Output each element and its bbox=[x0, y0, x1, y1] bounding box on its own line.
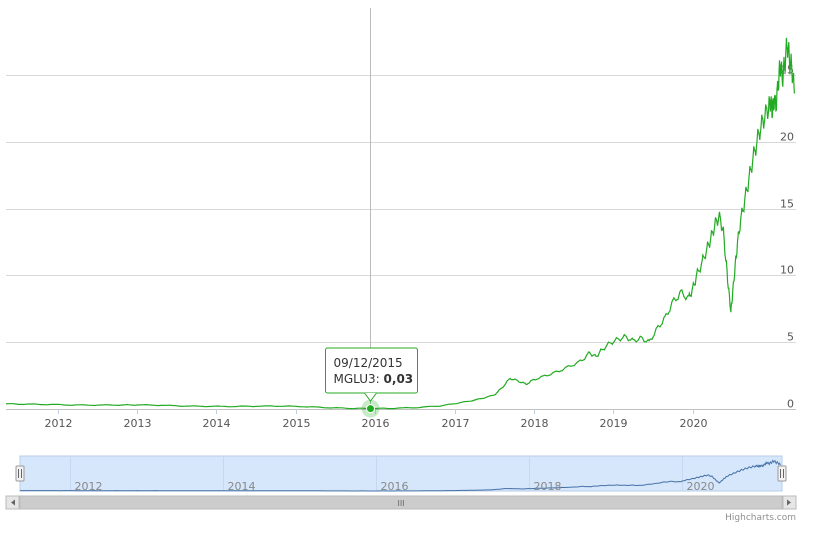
grid bbox=[6, 75, 796, 410]
navigator-tick-label: 2018 bbox=[534, 480, 562, 493]
tooltip-box bbox=[325, 347, 418, 394]
tooltip-pointer bbox=[364, 392, 377, 402]
tooltip-series-line: MGLU3: 0,03 bbox=[334, 372, 414, 386]
scrollbar-right-arrow-button[interactable] bbox=[782, 495, 797, 510]
x-tick-label: 2018 bbox=[521, 417, 549, 430]
navigator-right-handle[interactable] bbox=[777, 465, 787, 482]
scrollbar-grip[interactable]: III bbox=[397, 499, 404, 508]
hover-point-marker[interactable] bbox=[366, 404, 375, 414]
scrollbar-left-arrow-button[interactable] bbox=[5, 495, 20, 510]
y-tick-label: 15 bbox=[780, 198, 794, 211]
navigator-tick-label: 2020 bbox=[687, 480, 715, 493]
x-axis-labels: 2012 2013 2014 2015 2016 2017 2018 2019 2020 bbox=[45, 409, 708, 430]
x-tick-label: 2016 bbox=[362, 417, 390, 430]
chevron-left-icon bbox=[11, 499, 15, 506]
x-tick-label: 2014 bbox=[203, 417, 231, 430]
x-tick-label: 2017 bbox=[442, 417, 470, 430]
x-tick-label: 2013 bbox=[124, 417, 152, 430]
x-tick-label: 2012 bbox=[45, 417, 73, 430]
navigator[interactable]: 2012 2014 2016 2018 2020 bbox=[15, 455, 787, 493]
x-tick-label: 2020 bbox=[680, 417, 708, 430]
x-tick-label: 2015 bbox=[283, 417, 311, 430]
tooltip-value: 0,03 bbox=[384, 372, 414, 386]
credits-link[interactable]: Highcharts.com bbox=[725, 513, 796, 523]
y-tick-label: 5 bbox=[787, 331, 794, 344]
navigator-tick-label: 2014 bbox=[228, 480, 256, 493]
navigator-selected-range[interactable] bbox=[19, 455, 783, 492]
handle-body[interactable] bbox=[777, 465, 787, 482]
y-tick-label: 20 bbox=[780, 131, 794, 144]
scrollbar[interactable]: III bbox=[5, 495, 797, 510]
handle-body[interactable] bbox=[15, 465, 25, 482]
navigator-labels: 2012 2014 2016 2018 2020 bbox=[75, 480, 715, 493]
navigator-tick-label: 2012 bbox=[75, 480, 103, 493]
scrollbar-thumb[interactable] bbox=[19, 495, 783, 510]
series-line-mglu3 bbox=[5, 37, 795, 410]
navigator-tick-label: 2016 bbox=[381, 480, 409, 493]
x-tick-label: 2019 bbox=[600, 417, 628, 430]
chevron-right-icon bbox=[787, 499, 791, 506]
y-tick-label: 0 bbox=[787, 398, 794, 411]
tooltip-colon: : bbox=[376, 372, 384, 386]
tooltip: 09/12/2015 MGLU3: 0,03 bbox=[325, 347, 418, 418]
navigator-grid bbox=[70, 456, 683, 491]
series-group bbox=[5, 37, 795, 410]
navigator-series-line bbox=[20, 459, 781, 492]
navigator-left-handle[interactable] bbox=[15, 465, 25, 482]
y-tick-label: 10 bbox=[780, 264, 794, 277]
tooltip-series-name: MGLU3 bbox=[334, 372, 376, 386]
tooltip-date: 09/12/2015 bbox=[334, 356, 403, 370]
